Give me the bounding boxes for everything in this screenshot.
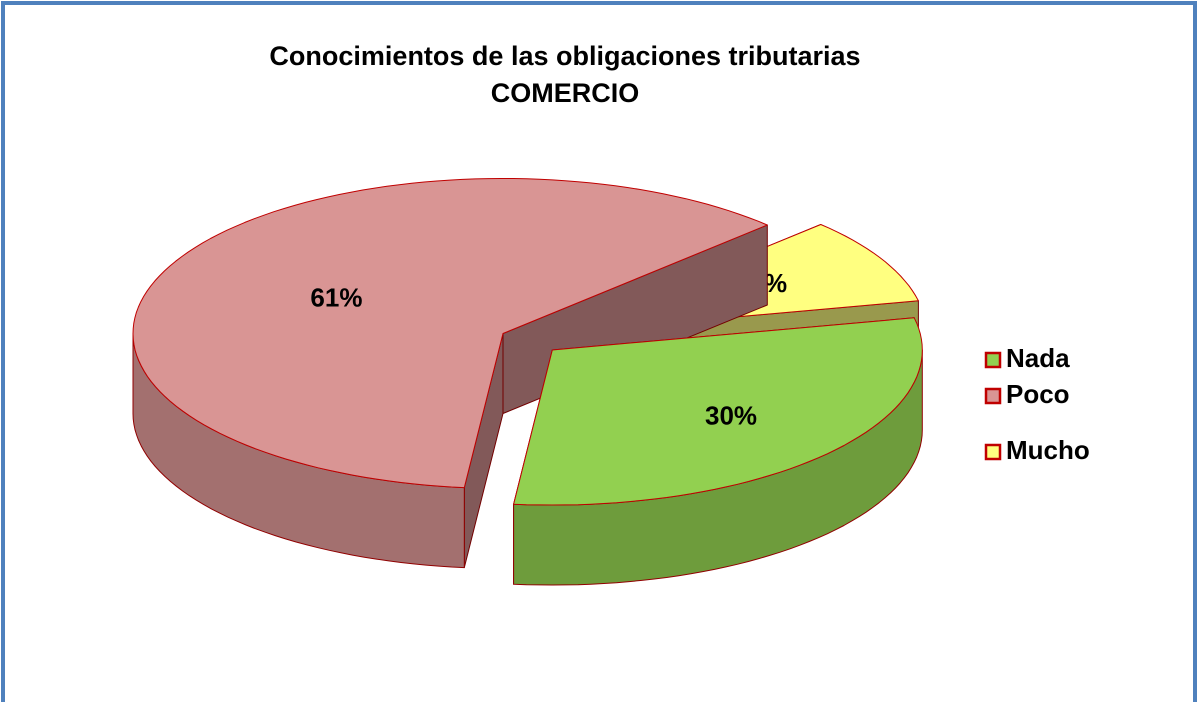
legend: Nada Poco Mucho: [984, 343, 1090, 465]
slice: [132, 178, 768, 489]
chart-subtitle: COMERCIO: [491, 78, 640, 108]
data-label: 61%: [310, 283, 362, 313]
legend-swatch: [984, 387, 1002, 405]
legend-swatch: [984, 443, 1002, 461]
slice: [513, 317, 923, 506]
legend-label: Mucho: [1006, 435, 1090, 465]
data-label: 30%: [705, 400, 757, 430]
legend-label: Nada: [1006, 343, 1070, 373]
pie: 9%61%30%: [132, 178, 923, 586]
legend-swatch: [984, 351, 1002, 369]
chart-title: Conocimientos de las obligaciones tribut…: [269, 41, 860, 71]
legend-label: Poco: [1006, 379, 1070, 409]
